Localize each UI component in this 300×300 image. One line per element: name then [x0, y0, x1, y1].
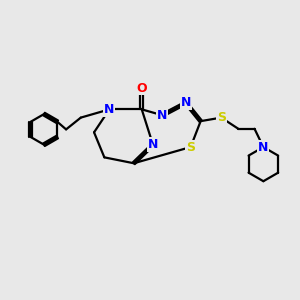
Text: N: N	[148, 138, 158, 151]
Text: N: N	[258, 141, 268, 154]
Text: N: N	[181, 96, 191, 110]
Text: S: S	[186, 141, 195, 154]
Text: N: N	[104, 103, 115, 116]
Text: N: N	[157, 109, 168, 122]
Text: S: S	[217, 111, 226, 124]
Text: O: O	[136, 82, 147, 95]
